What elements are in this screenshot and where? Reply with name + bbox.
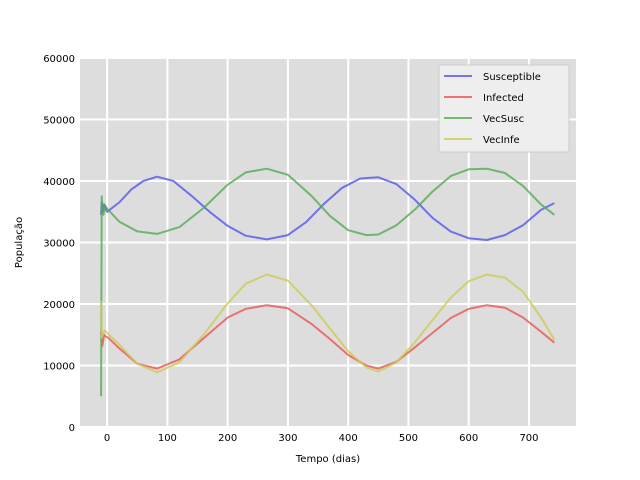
- x-tick-label: 600: [459, 433, 478, 444]
- series-line-vecsusc: [100, 167, 555, 397]
- y-axis-label: População: [14, 217, 25, 268]
- legend: Susceptible Infected VecSusc VecInfe: [438, 64, 570, 153]
- y-tick-label: 0: [69, 423, 75, 434]
- y-tick-label: 60000: [43, 54, 75, 65]
- x-tick-label: 100: [158, 433, 177, 444]
- x-tick-label: 0: [104, 433, 110, 444]
- series-group: [100, 167, 556, 397]
- y-tick-label: 40000: [43, 177, 75, 188]
- x-tick-label: 400: [339, 433, 358, 444]
- series-line-susceptible: [100, 175, 555, 241]
- y-tick-label: 20000: [43, 300, 75, 311]
- x-tick-label: 200: [218, 433, 237, 444]
- legend-entry: VecSusc: [483, 114, 524, 125]
- y-tick-label: 30000: [43, 239, 75, 250]
- x-tick-label: 700: [519, 433, 538, 444]
- legend-entry: VecInfe: [483, 135, 520, 146]
- tick-labels: 0 100 200 300 400 500 600 700 0 10000 20000 30000 40…: [43, 54, 538, 444]
- series-line-vecinfe: [100, 273, 556, 374]
- x-tick-label: 500: [399, 433, 418, 444]
- legend-box: [438, 64, 570, 153]
- y-tick-label: 50000: [43, 116, 75, 127]
- y-tick-label: 10000: [43, 362, 75, 373]
- legend-entry: Infected: [483, 93, 524, 104]
- legend-entry: Susceptible: [483, 72, 541, 83]
- x-axis-label: Tempo (dias): [295, 454, 360, 465]
- series-line-infected: [100, 304, 555, 370]
- x-tick-label: 300: [278, 433, 297, 444]
